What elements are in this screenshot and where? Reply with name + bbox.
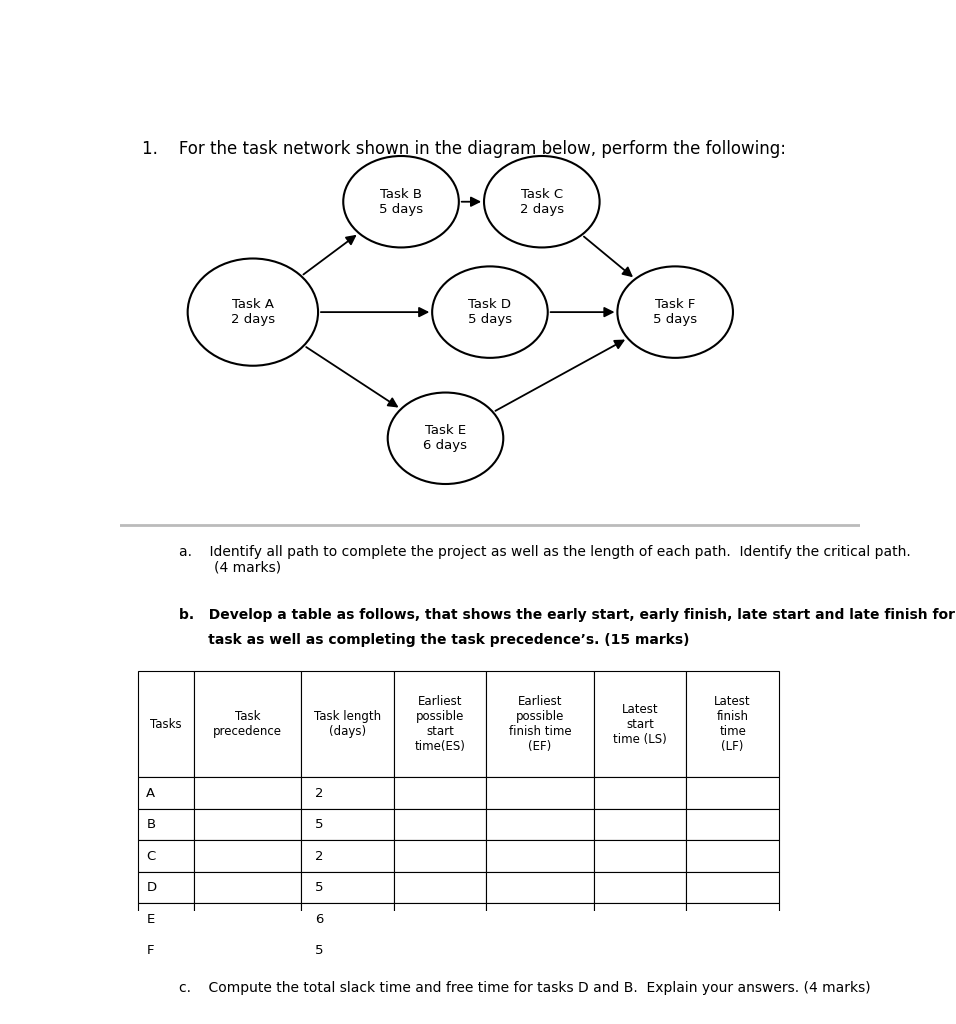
Bar <box>686 671 779 777</box>
Bar <box>686 841 779 872</box>
Bar <box>394 841 487 872</box>
Text: b.   Develop a table as follows, that shows the early start, early finish, late : b. Develop a table as follows, that show… <box>179 608 956 622</box>
Text: E: E <box>146 912 155 926</box>
Bar <box>594 872 686 903</box>
Bar <box>138 872 193 903</box>
Bar <box>686 903 779 935</box>
Bar <box>487 809 594 841</box>
Bar <box>301 841 394 872</box>
Bar <box>686 872 779 903</box>
Text: 5: 5 <box>315 944 323 957</box>
Bar <box>138 671 193 777</box>
Bar <box>193 671 301 777</box>
Bar <box>301 671 394 777</box>
Text: a.    Identify all path to complete the project as well as the length of each pa: a. Identify all path to complete the pro… <box>179 545 910 574</box>
Bar <box>138 809 193 841</box>
Bar <box>301 903 394 935</box>
Text: F: F <box>146 944 154 957</box>
Bar <box>193 903 301 935</box>
Bar <box>594 809 686 841</box>
Text: 2: 2 <box>315 786 323 800</box>
Bar <box>487 841 594 872</box>
Text: Tasks: Tasks <box>150 718 182 730</box>
Bar <box>193 841 301 872</box>
Text: C: C <box>146 850 156 862</box>
Text: c.    Compute the total slack time and free time for tasks D and B.  Explain you: c. Compute the total slack time and free… <box>179 981 870 994</box>
Bar <box>394 809 487 841</box>
Bar <box>686 777 779 809</box>
Bar <box>487 903 594 935</box>
Bar <box>594 841 686 872</box>
Bar <box>487 935 594 967</box>
Bar <box>138 935 193 967</box>
Text: Task C
2 days: Task C 2 days <box>520 187 564 216</box>
Bar <box>394 671 487 777</box>
Text: Task D
5 days: Task D 5 days <box>467 298 512 326</box>
Bar <box>193 872 301 903</box>
Text: D: D <box>146 882 157 894</box>
Bar <box>394 777 487 809</box>
Text: 2: 2 <box>315 850 323 862</box>
Bar <box>138 841 193 872</box>
Bar <box>301 809 394 841</box>
Text: 1.    For the task network shown in the diagram below, perform the following:: 1. For the task network shown in the dia… <box>141 140 786 159</box>
Text: Earliest
possible
finish time
(EF): Earliest possible finish time (EF) <box>509 695 572 753</box>
Bar <box>487 872 594 903</box>
Text: Latest
finish
time
(LF): Latest finish time (LF) <box>714 695 750 753</box>
Bar <box>193 935 301 967</box>
Bar <box>487 671 594 777</box>
Bar <box>193 777 301 809</box>
Bar <box>301 872 394 903</box>
Text: Earliest
possible
start
time(ES): Earliest possible start time(ES) <box>415 695 466 753</box>
Text: Latest
start
time (LS): Latest start time (LS) <box>613 702 667 745</box>
Text: Task E
6 days: Task E 6 days <box>424 424 467 453</box>
Bar <box>594 671 686 777</box>
Bar <box>594 903 686 935</box>
Bar <box>394 872 487 903</box>
Text: 6: 6 <box>315 912 323 926</box>
Text: task as well as completing the task precedence’s. (15 marks): task as well as completing the task prec… <box>179 633 689 647</box>
Text: Task A
2 days: Task A 2 days <box>230 298 275 326</box>
Text: A: A <box>146 786 156 800</box>
Bar <box>686 935 779 967</box>
Bar <box>138 903 193 935</box>
Text: Task
precedence: Task precedence <box>213 710 282 738</box>
Bar <box>138 777 193 809</box>
Text: Task B
5 days: Task B 5 days <box>379 187 424 216</box>
Text: Task F
5 days: Task F 5 days <box>653 298 697 326</box>
Bar <box>193 809 301 841</box>
Bar <box>594 777 686 809</box>
Text: Task length
(days): Task length (days) <box>314 710 380 738</box>
Text: 5: 5 <box>315 882 323 894</box>
Bar <box>301 777 394 809</box>
Bar <box>487 777 594 809</box>
Text: B: B <box>146 818 156 831</box>
Bar <box>394 935 487 967</box>
Text: 5: 5 <box>315 818 323 831</box>
Bar <box>394 903 487 935</box>
Bar <box>301 935 394 967</box>
Bar <box>594 935 686 967</box>
Bar <box>686 809 779 841</box>
